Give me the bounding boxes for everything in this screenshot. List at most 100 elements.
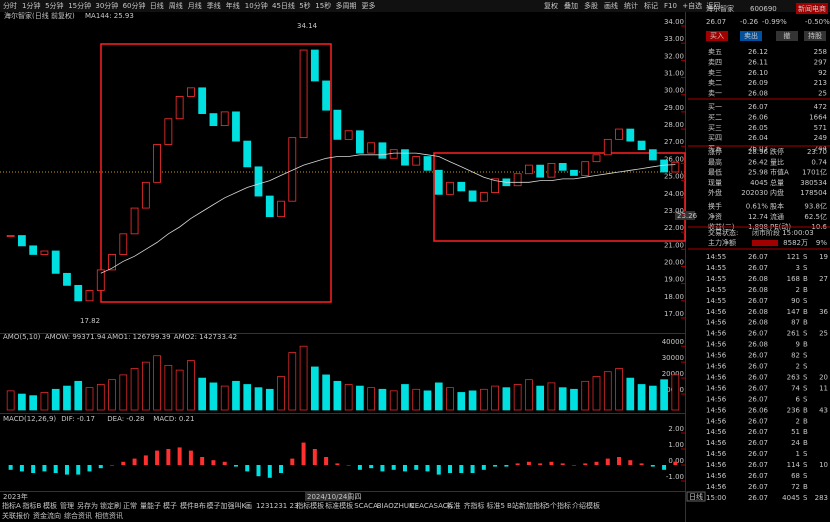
macd-bar [324, 457, 329, 465]
stat-value: 62.5亿 [804, 212, 827, 221]
bottom-tab[interactable]: 指标A [2, 501, 21, 510]
toolbar-item[interactable]: 10分钟 [245, 1, 268, 10]
toolbar-item[interactable]: 季线 [207, 1, 221, 10]
toolbar-item[interactable]: 60分钟 [123, 1, 146, 10]
toolbar-item[interactable]: 更多 [362, 1, 376, 10]
bottom-tab[interactable]: 指标模板 [296, 501, 324, 510]
toolbar-item[interactable]: 标记 [644, 1, 658, 10]
trade-volume: 51 [791, 428, 800, 436]
trade-price: 26.07 [748, 461, 768, 469]
toolbar-item[interactable]: 分时 [3, 1, 17, 10]
bottom-tab[interactable]: BIAOZHUN [377, 502, 414, 510]
book-price: 26.07 [748, 103, 768, 111]
news-btn-bg[interactable] [796, 3, 828, 14]
bottom-tab[interactable]: 关联报价 [2, 511, 30, 520]
toolbar-item[interactable]: 返回 [706, 2, 720, 10]
trade-btn[interactable]: 卖出 [744, 31, 758, 40]
bottom-tab[interactable]: 锁定刷 [100, 501, 121, 510]
toolbar-item[interactable]: 1分钟 [22, 1, 40, 10]
bottom-tab[interactable]: B站新加指标 [507, 501, 547, 510]
bottom-tab[interactable]: 标准 [447, 501, 461, 510]
bottom-tab[interactable]: 5个指标 [546, 501, 571, 510]
bottom-tab[interactable]: 介绍模板 [572, 501, 600, 510]
toolbar-item[interactable]: 15秒 [315, 1, 331, 10]
stat-value: 25.98 [748, 169, 768, 177]
trade-volume: 121 [787, 253, 800, 261]
trade-btn-bg[interactable] [706, 31, 728, 41]
toolbar-item[interactable]: 叠加 [564, 1, 578, 10]
toolbar-item[interactable]: 年线 [226, 1, 240, 10]
trade-btn[interactable]: 买入 [710, 32, 724, 40]
news-btn[interactable]: 新闻电商 [798, 4, 826, 13]
bottom-tab[interactable]: 量能子 [140, 501, 161, 510]
toolbar-item[interactable]: 日线 [150, 1, 164, 10]
bottom-tab[interactable]: 1231231 23 [256, 502, 298, 510]
volume-bar [153, 355, 161, 411]
bottom-tab[interactable]: 综合资讯 [64, 511, 92, 520]
bottom-tab[interactable]: SCACA [354, 502, 378, 510]
volume-bar [299, 345, 308, 411]
bottom-tab[interactable]: 画 [245, 502, 252, 510]
candle [547, 163, 556, 178]
stat-value: 178504 [800, 189, 827, 197]
toolbar-item[interactable]: 画线 [604, 1, 618, 10]
bottom-tab[interactable]: 资金流向 [33, 511, 61, 520]
bottom-tab[interactable]: 管理 [60, 501, 74, 510]
macd-bar [42, 465, 47, 472]
toolbar-item[interactable]: 多股 [584, 1, 598, 10]
bottom-tab[interactable]: CEACASACA [410, 502, 453, 510]
toolbar-item[interactable]: 45日线 [272, 1, 295, 10]
trade-btn[interactable]: 撤 [784, 31, 791, 40]
macd-bar [177, 447, 182, 465]
bottom-tab[interactable]: 相信资讯 [95, 511, 123, 520]
trade-btn-bg[interactable] [776, 31, 798, 41]
toolbar-item[interactable]: 30分钟 [95, 1, 118, 10]
bottom-tab[interactable]: 模板 [43, 501, 57, 510]
stat-label: 净资 [708, 212, 722, 221]
period-tab[interactable]: 日线 [689, 492, 703, 501]
annotation: 34.14 [297, 22, 318, 30]
y-tick-label: 17.00 [664, 310, 684, 318]
toolbar-item[interactable]: 月线 [188, 1, 202, 10]
trade-btn-bg[interactable] [804, 31, 826, 41]
y-tick-label: 27.00 [664, 138, 684, 146]
trade-price: 26.07 [748, 395, 768, 403]
macd-bar [335, 463, 340, 465]
stat-label: 现量 [708, 179, 722, 187]
toolbar-item[interactable]: +自选 [682, 1, 702, 10]
toolbar-item[interactable]: 15分钟 [68, 1, 91, 10]
bottom-tab[interactable]: 指标B [23, 501, 42, 510]
toolbar-item[interactable]: 5分钟 [45, 1, 63, 10]
macd-bar [560, 463, 565, 465]
bottom-tab[interactable]: 标准5 [487, 501, 505, 510]
trade-side: B [803, 319, 808, 327]
bottom-tab[interactable]: 另存为 [77, 501, 98, 510]
bottom-tab[interactable]: 齐指标 [464, 501, 485, 510]
bottom-tab[interactable]: 模子加强叫K [207, 501, 247, 510]
ma-label: MA144: 25.93 [85, 12, 134, 20]
book-label: 买一 [708, 103, 722, 111]
stat-label: 最低 [708, 168, 722, 177]
candle [198, 87, 207, 115]
toolbar-item[interactable]: 多周期 [336, 1, 357, 10]
toolbar-item[interactable]: 5秒 [299, 1, 310, 10]
toolbar-item[interactable]: 周线 [169, 1, 183, 10]
toolbar-item[interactable]: 复权 [544, 1, 558, 10]
bottom-tab[interactable]: 标准模板 [325, 501, 353, 510]
book-label: 卖一 [708, 90, 722, 98]
trade-btn[interactable]: 持股 [808, 31, 822, 40]
macd-bar [76, 465, 81, 475]
volume-bar [130, 368, 139, 411]
trade-btn-bg[interactable] [740, 31, 762, 41]
bottom-tab[interactable]: 正常 [123, 501, 137, 510]
bottom-tab[interactable]: 模子 [163, 501, 177, 510]
toolbar-item[interactable]: 统计 [624, 1, 638, 10]
bottom-tab[interactable]: 模件B布 [180, 501, 206, 510]
book-volume: 472 [814, 103, 827, 111]
trade-price: 26.08 [748, 319, 768, 327]
ma-line [100, 152, 676, 274]
macd-bar [470, 465, 475, 473]
period-tab-bg[interactable] [686, 491, 706, 502]
toolbar-item[interactable]: F10 [664, 2, 677, 10]
main-net-value: 8582万 [783, 239, 808, 247]
